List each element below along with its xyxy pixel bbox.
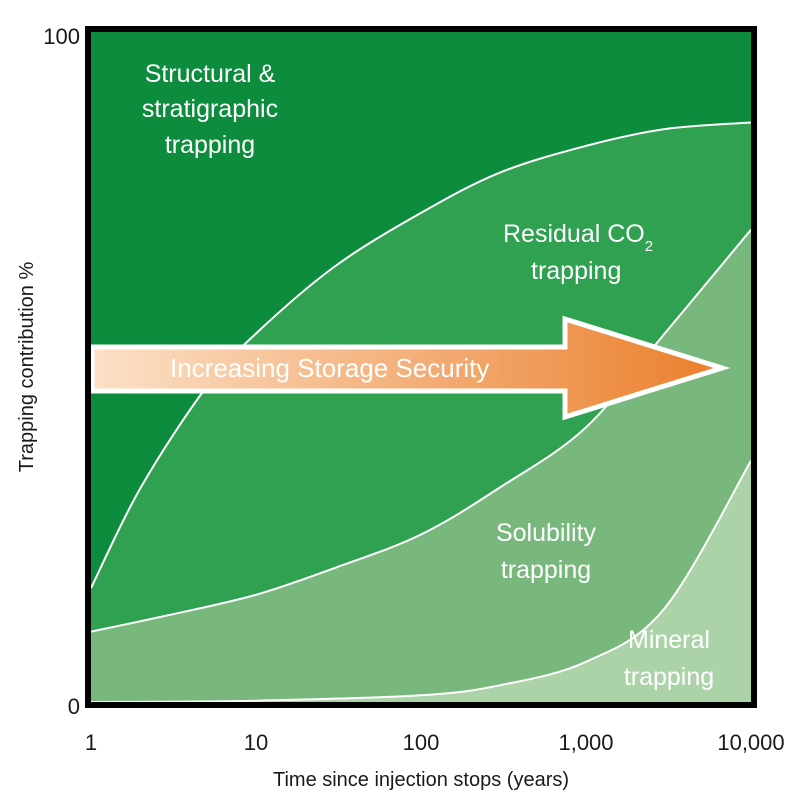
mineral-label-line-1: Mineral: [628, 626, 710, 654]
structural-trapping-label: Structural & stratigraphic trapping: [142, 60, 278, 159]
structural-label-line-3: trapping: [165, 131, 255, 159]
solubility-trapping-label: Solubility trapping: [496, 519, 597, 584]
x-axis-title: Time since injection stops (years): [273, 769, 569, 791]
mineral-label-line-2: trapping: [624, 663, 714, 691]
boundary-line-solubility-mineral: [90, 460, 752, 703]
x-tick-label: 10: [244, 730, 268, 755]
y-tick-label-100: 100: [43, 24, 80, 49]
residual-trapping-label: Residual CO2 trapping: [503, 220, 653, 285]
y-tick-label-0: 0: [68, 694, 80, 719]
solubility-label-line-2: trapping: [501, 556, 591, 584]
arrow-label: Increasing Storage Security: [170, 353, 489, 383]
y-axis-title: Trapping contribution %: [16, 262, 38, 473]
storage-security-arrow: Increasing Storage Security: [89, 315, 731, 421]
mineral-trapping-label: Mineral trapping: [624, 626, 714, 691]
residual-label-line-1: Residual CO2: [503, 220, 653, 255]
structural-label-line-2: stratigraphic: [142, 95, 278, 123]
solubility-label-line-1: Solubility: [496, 519, 597, 547]
x-tick-labels: 1 10 100 1,000 10,000: [85, 730, 785, 755]
boundary-line-structural-residual: [90, 121, 752, 589]
x-tick-label: 100: [403, 730, 440, 755]
solubility-trapping-area: [90, 229, 752, 703]
x-tick-label: 1: [85, 730, 97, 755]
x-tick-label: 10,000: [717, 730, 784, 755]
residual-label-line-2: trapping: [531, 257, 621, 285]
plot-frame: [85, 26, 757, 708]
x-tick-label: 1,000: [558, 730, 613, 755]
structural-label-line-1: Structural &: [145, 60, 276, 88]
mineral-trapping-area: [90, 460, 752, 703]
